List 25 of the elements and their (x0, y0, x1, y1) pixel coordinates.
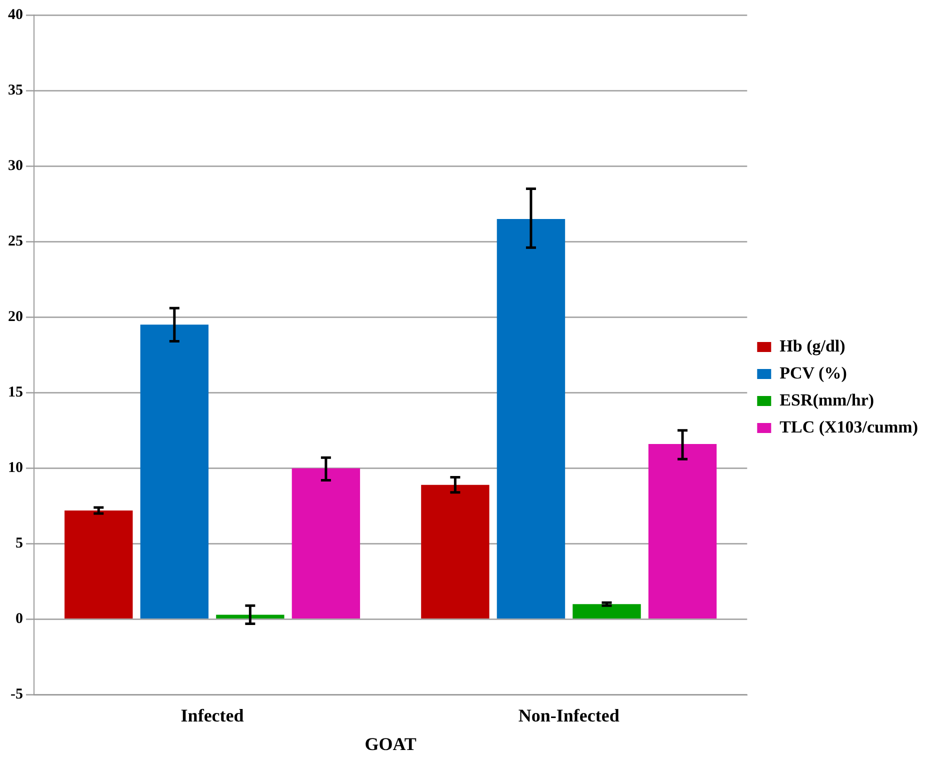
bar (421, 484, 490, 619)
legend-label: ESR(mm/hr) (780, 390, 874, 410)
x-tick-label: Non-Infected (518, 705, 620, 726)
y-tick-label: -5 (10, 686, 23, 703)
bar (216, 614, 284, 619)
bar (496, 218, 566, 619)
y-tick-label: 5 (16, 536, 23, 552)
bar (648, 444, 717, 619)
bar (64, 510, 133, 619)
legend-label: TLC (X103/cumm) (780, 417, 918, 436)
y-tick-label: 35 (8, 82, 23, 98)
bar (572, 604, 641, 619)
y-tick-label: 15 (8, 384, 23, 401)
y-tick-label: 30 (8, 158, 23, 174)
x-tick-label: Infected (180, 705, 244, 726)
y-tick-label: 20 (8, 309, 23, 326)
x-axis-title: GOAT (364, 734, 416, 754)
y-tick-label: 0 (16, 611, 23, 628)
y-tick-label: 25 (8, 233, 23, 250)
legend-label: Hb (g/dl) (780, 336, 846, 356)
bar (292, 468, 360, 619)
y-tick-label: 40 (8, 6, 23, 23)
y-tick-label: 10 (8, 460, 23, 476)
legend-label: PCV (%) (780, 363, 847, 382)
bar (140, 324, 208, 619)
